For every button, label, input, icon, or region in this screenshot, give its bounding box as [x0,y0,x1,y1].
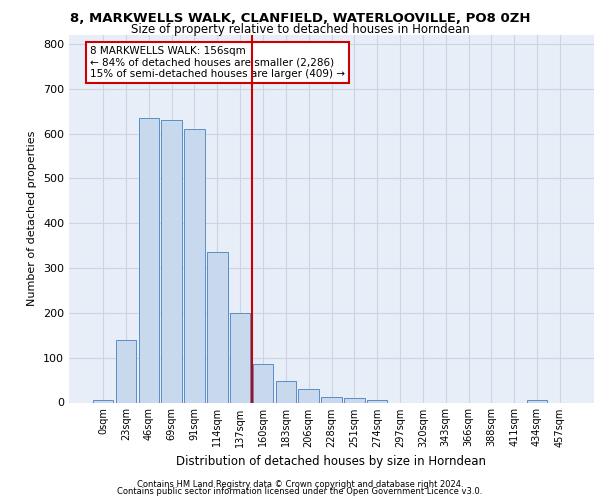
Bar [298,389,319,402]
Bar [161,120,182,403]
Bar [184,129,205,402]
Text: 8, MARKWELLS WALK, CLANFIELD, WATERLOOVILLE, PO8 0ZH: 8, MARKWELLS WALK, CLANFIELD, WATERLOOVI… [70,12,530,26]
Bar [275,382,296,402]
Text: 8 MARKWELLS WALK: 156sqm
← 84% of detached houses are smaller (2,286)
15% of sem: 8 MARKWELLS WALK: 156sqm ← 84% of detach… [90,46,345,79]
Y-axis label: Number of detached properties: Number of detached properties [28,131,37,306]
Bar [367,400,388,402]
X-axis label: Distribution of detached houses by size in Horndean: Distribution of detached houses by size … [176,455,487,468]
Bar [93,400,113,402]
Bar [344,398,365,402]
Text: Size of property relative to detached houses in Horndean: Size of property relative to detached ho… [131,22,469,36]
Bar [253,364,273,403]
Bar [321,397,342,402]
Bar [116,340,136,402]
Bar [139,118,159,403]
Bar [527,400,547,402]
Bar [207,252,227,402]
Bar [230,313,250,402]
Text: Contains public sector information licensed under the Open Government Licence v3: Contains public sector information licen… [118,488,482,496]
Text: Contains HM Land Registry data © Crown copyright and database right 2024.: Contains HM Land Registry data © Crown c… [137,480,463,489]
